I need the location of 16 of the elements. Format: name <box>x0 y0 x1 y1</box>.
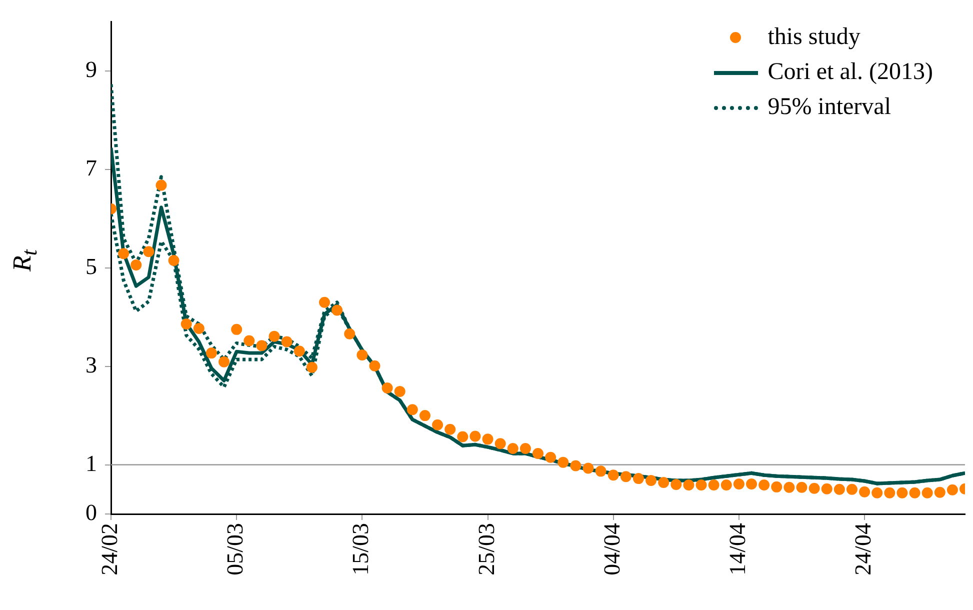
legend-label: this study <box>768 23 860 52</box>
x-tick-label: 24/04 <box>850 522 876 576</box>
x-tick-label: 25/03 <box>474 523 499 576</box>
y-tick-label: 7 <box>86 156 97 181</box>
x-tick-label: 24/02 <box>97 523 122 576</box>
y-tick-label: 9 <box>86 57 97 82</box>
y-tick-label: 1 <box>86 450 97 476</box>
y-tick-label: 5 <box>86 254 97 279</box>
x-tick-label: 14/04 <box>724 522 750 576</box>
x-tick-label: 05/03 <box>222 523 248 576</box>
y-tick-label: 3 <box>86 352 97 378</box>
legend-label: Cori et al. (2013) <box>768 58 933 87</box>
y-tick-label: 0 <box>86 500 97 526</box>
legend-label: 95% interval <box>768 93 891 122</box>
x-tick-label: 04/04 <box>599 522 624 576</box>
x-tick-label: 15/03 <box>348 523 374 576</box>
